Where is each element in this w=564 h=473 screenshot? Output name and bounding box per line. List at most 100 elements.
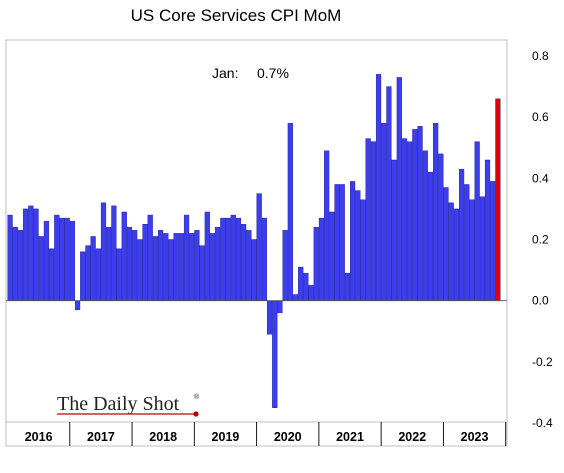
bar (479, 196, 485, 301)
bar (386, 86, 392, 301)
bar (17, 230, 24, 301)
bar (168, 239, 174, 301)
bar (360, 199, 366, 301)
bar (324, 150, 330, 301)
bar (391, 159, 397, 301)
bar (220, 217, 226, 301)
bar-latest (495, 98, 501, 301)
y-tick-label: 0.4 (532, 171, 549, 185)
year-label: 2019 (212, 430, 240, 444)
y-axis: 0.8 0.6 0.4 0.2 0.0 -0.2 -0.4 (532, 49, 553, 430)
bar (230, 214, 236, 301)
bar (282, 230, 288, 301)
bar (64, 217, 70, 301)
year-label: 2023 (461, 430, 489, 444)
year-label: 2022 (398, 430, 426, 444)
bar (69, 220, 75, 301)
bar (235, 217, 242, 301)
registered-mark: ® (194, 393, 200, 401)
bar (401, 138, 408, 301)
bar (350, 181, 356, 301)
bar (469, 199, 475, 301)
bar (38, 236, 44, 301)
bar (49, 248, 55, 301)
bar (126, 227, 133, 301)
bar (54, 214, 60, 301)
bar (277, 300, 283, 314)
bar (339, 184, 345, 301)
bar (183, 214, 190, 301)
bar (417, 126, 423, 301)
bar (272, 300, 278, 408)
bar (422, 150, 428, 301)
bar (407, 141, 413, 301)
brand-dot (193, 411, 199, 417)
bar (215, 227, 221, 301)
bar (85, 245, 91, 301)
bar (396, 77, 402, 301)
bar (490, 181, 496, 301)
bar (178, 233, 184, 301)
y-tick-label: -0.2 (532, 355, 553, 369)
chart-title: US Core Services CPI MoM (131, 6, 342, 25)
bar (199, 245, 205, 301)
brand-logo: The Daily Shot ® (57, 393, 200, 417)
bar (443, 187, 449, 301)
bar (303, 272, 309, 301)
bar (132, 230, 138, 301)
bar (355, 190, 361, 301)
bar (287, 123, 293, 301)
year-label: 2021 (336, 430, 364, 444)
bar (59, 217, 65, 301)
bar (256, 193, 262, 301)
year-label: 2016 (25, 430, 53, 444)
bar (100, 202, 107, 301)
bar (7, 214, 13, 301)
bar (458, 168, 465, 301)
bar (137, 239, 143, 301)
bar (90, 236, 96, 301)
bar (33, 208, 39, 301)
bar (298, 266, 304, 301)
bar (142, 224, 148, 301)
bar (318, 217, 325, 301)
y-tick-label: 0.2 (532, 233, 549, 247)
bar (246, 230, 252, 301)
bar (80, 251, 86, 301)
bar (313, 227, 319, 301)
bar (189, 233, 195, 301)
bars (6, 74, 507, 408)
bar (173, 233, 179, 301)
annotation: Jan: 0.7% (212, 65, 289, 81)
annotation-value: 0.7% (257, 65, 289, 81)
bar (147, 214, 153, 301)
brand-text: The Daily Shot (57, 393, 180, 415)
bar (438, 153, 444, 301)
year-label: 2020 (274, 430, 302, 444)
bar (292, 294, 299, 301)
bar (474, 141, 480, 301)
bar (344, 272, 351, 301)
bar (116, 248, 122, 301)
bar (95, 248, 101, 301)
bar (365, 138, 371, 301)
y-tick-label: 0.0 (532, 294, 549, 308)
bar (12, 227, 18, 301)
bar (163, 233, 169, 301)
bar (370, 141, 376, 301)
bar (427, 172, 434, 301)
bar (381, 123, 387, 301)
bar (204, 211, 210, 301)
bar (209, 233, 216, 301)
bar (453, 208, 459, 301)
bar (329, 211, 335, 301)
bar (43, 220, 50, 301)
year-label: 2018 (149, 430, 177, 444)
bar (28, 205, 34, 301)
bar (433, 123, 439, 301)
bar (152, 236, 158, 301)
bar (194, 230, 200, 301)
y-tick-label: 0.8 (532, 49, 549, 63)
bar (121, 211, 127, 301)
